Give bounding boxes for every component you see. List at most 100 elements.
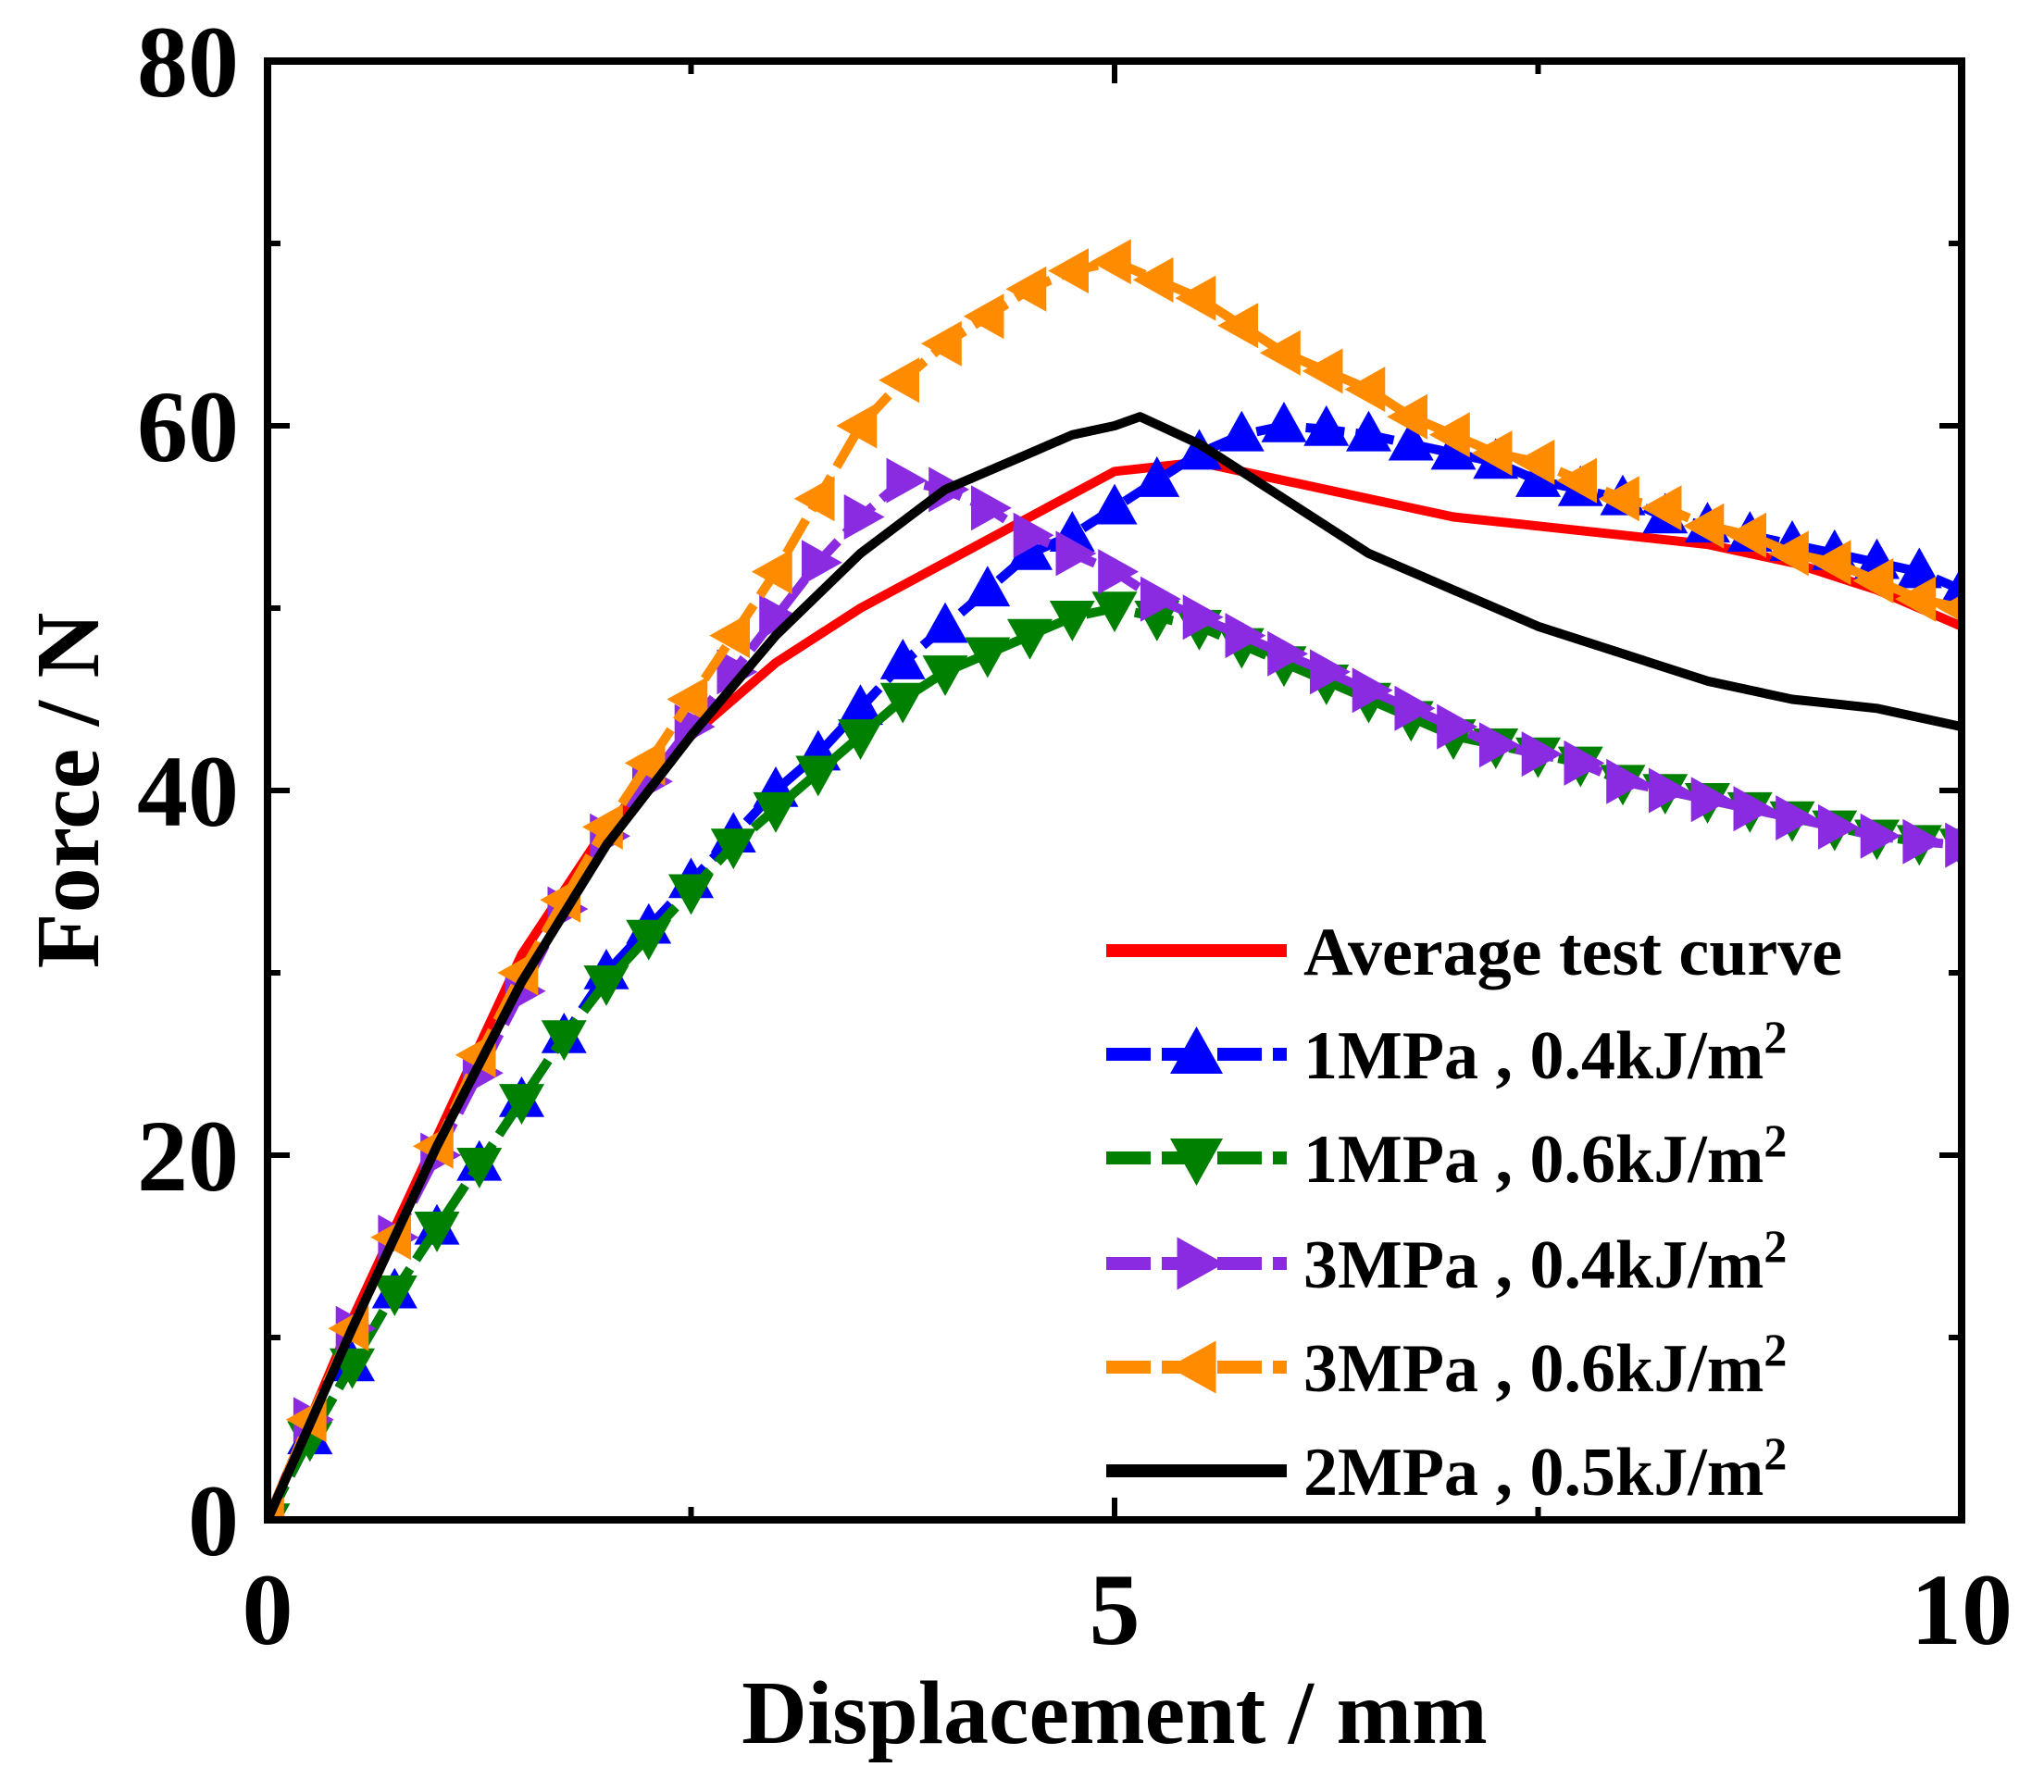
- data-point: [1055, 530, 1097, 577]
- data-point: [414, 1212, 460, 1252]
- y-tick-label: 80: [137, 6, 239, 118]
- legend: Average test curve 1MPa , 0.4kJ/m2 1MPa , …: [1106, 915, 1842, 1511]
- data-point: [709, 613, 750, 659]
- data-point: [1261, 401, 1307, 442]
- data-point: [1090, 239, 1131, 285]
- legend-label: 1MPa , 0.4kJ/m2: [1303, 1011, 1787, 1094]
- data-point: [922, 655, 968, 696]
- data-point: [667, 676, 708, 723]
- data-point: [710, 828, 756, 870]
- legend-item: 3MPa , 0.6kJ/m2: [1106, 1324, 1787, 1407]
- legend-label-superscript: 2: [1764, 1427, 1787, 1479]
- data-point: [971, 485, 1012, 531]
- data-point: [1556, 457, 1597, 504]
- data-point: [963, 293, 1004, 340]
- legend-marker: [1170, 1027, 1223, 1074]
- data-point: [837, 719, 884, 760]
- legend-label: 2MPa , 0.5kJ/m2: [1303, 1427, 1787, 1511]
- data-point: [886, 457, 928, 504]
- data-point: [1649, 767, 1689, 814]
- data-point: [1259, 330, 1301, 376]
- data-point: [1606, 758, 1648, 804]
- legend-label: 3MPa , 0.4kJ/m2: [1303, 1220, 1787, 1303]
- data-point: [1479, 722, 1520, 768]
- data-point: [1690, 777, 1732, 823]
- data-point: [1175, 275, 1216, 321]
- y-tick-label: 60: [137, 370, 239, 483]
- data-point: [1767, 530, 1809, 577]
- x-tick-label: 0: [243, 1553, 293, 1666]
- data-point: [583, 965, 629, 1006]
- data-point: [1564, 740, 1605, 786]
- data-point: [1640, 485, 1682, 531]
- y-tick-label: 20: [137, 1100, 239, 1213]
- data-point: [793, 476, 835, 522]
- data-point: [1218, 410, 1265, 452]
- legend-item: 2MPa , 0.5kJ/m2: [1106, 1427, 1787, 1511]
- legend-label: 1MPa , 0.6kJ/m2: [1303, 1114, 1787, 1198]
- series-6: [268, 412, 1962, 1520]
- data-point: [879, 682, 926, 724]
- data-point: [1598, 476, 1639, 522]
- legend-label-superscript: 2: [1764, 1220, 1787, 1272]
- tick-labels: 0 5 10 0 20 40 60 80: [137, 6, 2013, 1666]
- data-point: [1514, 439, 1555, 485]
- legend-marker: [1177, 1237, 1225, 1290]
- legend-marker: [1168, 1340, 1216, 1394]
- data-point: [965, 637, 1011, 678]
- data-point: [1388, 419, 1434, 461]
- data-point: [1902, 818, 1944, 865]
- data-point: [1521, 731, 1563, 778]
- data-point: [541, 1020, 587, 1062]
- data-point: [1303, 404, 1350, 446]
- plot-frame: [264, 57, 1965, 1524]
- data-point: [1852, 557, 1894, 604]
- data-point: [751, 549, 792, 595]
- data-point: [456, 1148, 503, 1188]
- data-point: [1091, 591, 1138, 633]
- data-point: [1860, 813, 1901, 859]
- series-layer: [268, 239, 1962, 1520]
- data-point: [1683, 503, 1725, 549]
- data-point: [1225, 613, 1266, 659]
- data-point: [371, 1276, 418, 1316]
- data-point: [1945, 822, 1962, 868]
- data-point: [1091, 483, 1138, 525]
- data-point: [1013, 512, 1054, 558]
- data-point: [1140, 576, 1181, 622]
- data-point: [667, 874, 715, 915]
- legend-label-superscript: 2: [1764, 1114, 1787, 1166]
- data-point: [1437, 703, 1478, 750]
- data-point: [1895, 576, 1937, 622]
- data-point: [1132, 256, 1174, 303]
- legend-label-superscript: 2: [1764, 1324, 1787, 1375]
- x-axis-label: Displacement / mm: [742, 1663, 1488, 1763]
- data-point: [795, 755, 841, 797]
- x-tick-label: 10: [1911, 1553, 2013, 1666]
- data-point: [1134, 456, 1180, 497]
- legend-item: 3MPa , 0.4kJ/m2: [1106, 1220, 1787, 1303]
- data-point: [836, 403, 878, 449]
- data-point: [843, 493, 885, 541]
- data-point: [802, 540, 842, 586]
- legend-label: Average test curve: [1303, 915, 1842, 990]
- legend-item: Average test curve: [1106, 915, 1842, 990]
- data-point: [1345, 410, 1392, 452]
- data-point: [920, 320, 962, 367]
- legend-label: 3MPa , 0.6kJ/m2: [1303, 1324, 1787, 1407]
- data-point: [965, 566, 1011, 607]
- data-point: [626, 919, 672, 961]
- data-point: [1428, 412, 1470, 458]
- data-point: [1006, 618, 1053, 660]
- data-point: [1302, 348, 1343, 394]
- data-point: [879, 357, 919, 404]
- legend-label-superscript: 2: [1764, 1011, 1787, 1063]
- data-point: [1726, 512, 1766, 558]
- data-point: [1776, 795, 1817, 841]
- data-point: [1394, 685, 1436, 731]
- data-point: [753, 791, 799, 833]
- data-point: [879, 639, 926, 679]
- data-point: [1352, 667, 1393, 714]
- data-point: [498, 1084, 545, 1125]
